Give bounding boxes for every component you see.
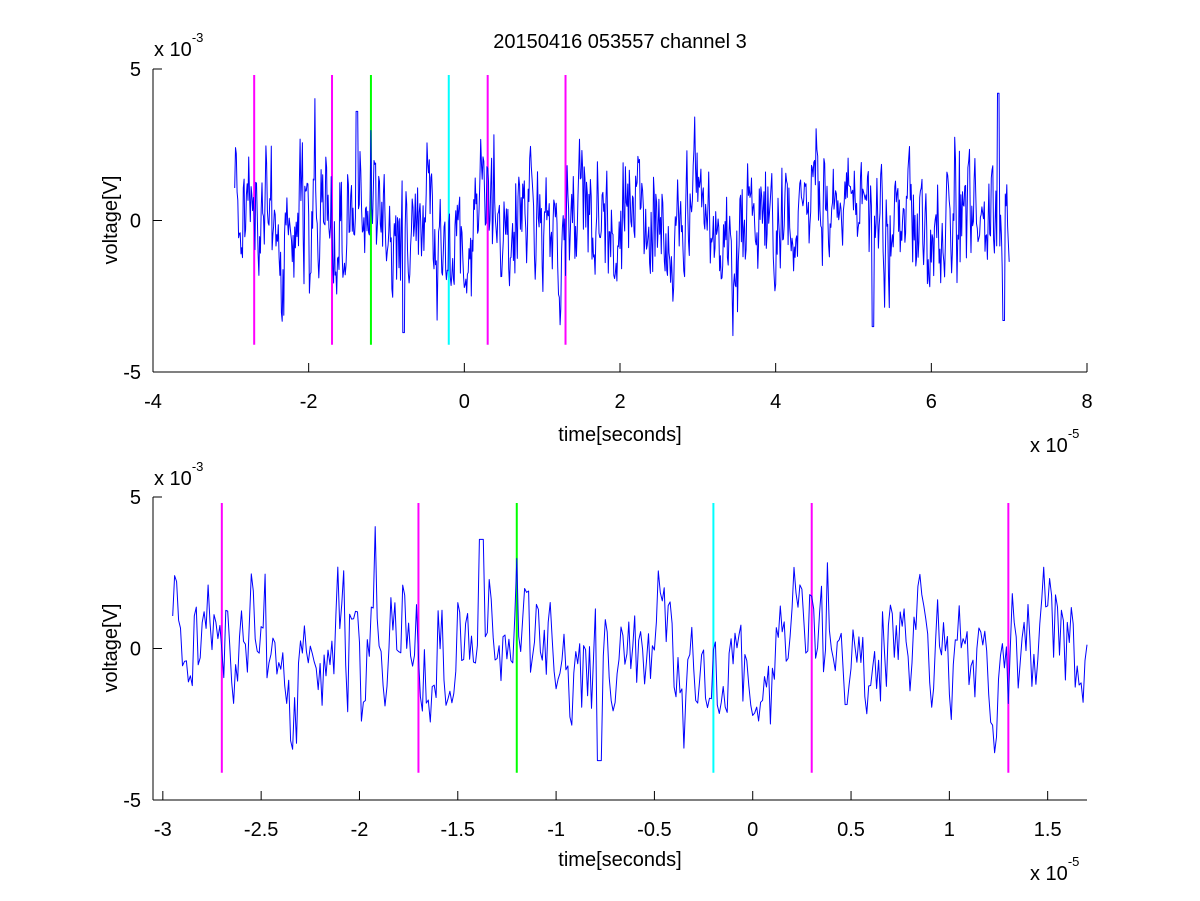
x-tick-label: 1 — [944, 819, 955, 841]
x-tick-label: -4 — [144, 391, 162, 413]
y-tick-label: -5 — [123, 362, 141, 384]
y-axis-label: voltage[V] — [100, 604, 122, 693]
x-tick-label: 8 — [1081, 391, 1092, 413]
x-tick-label: -2 — [300, 391, 318, 413]
y-tick-label: 0 — [130, 211, 141, 233]
x-tick-label: 2 — [614, 391, 625, 413]
x-axis-label: time[seconds] — [558, 424, 681, 446]
y-axis-label: voltage[V] — [100, 176, 122, 265]
x-axis-label: time[seconds] — [558, 849, 681, 871]
x-tick-label: 0 — [459, 391, 470, 413]
x-tick-label: -1.5 — [441, 819, 475, 841]
x-tick-label: -1 — [547, 819, 565, 841]
x-tick-label: 6 — [926, 391, 937, 413]
x-tick-label: 4 — [770, 391, 781, 413]
signal-line — [234, 92, 1010, 337]
x-tick-label: 0.5 — [837, 819, 865, 841]
x-axis-ticks: -4 -2 0 2 4 6 8 — [144, 363, 1093, 413]
x-tick-label: -3 — [154, 819, 172, 841]
y-tick-label: 0 — [130, 639, 141, 661]
bottom-plot: x 10-3 -3 -2.5 -2 -1.5 -1 -0.5 0 0.5 1 1.5 -505 t… — [100, 459, 1088, 885]
x-tick-label: 0 — [747, 819, 758, 841]
x-scale-label: x 10-5 — [1030, 854, 1079, 885]
x-tick-label: -0.5 — [637, 819, 671, 841]
y-scale-exponent: -3 — [192, 30, 204, 45]
x-scale-label: x 10-5 — [1030, 426, 1079, 457]
chart-title: 20150416 053557 channel 3 — [493, 31, 747, 53]
y-scale-base: x 10 — [154, 39, 192, 61]
y-axis-ticks: -5 0 5 — [123, 59, 162, 384]
y-tick-label: 5 — [130, 59, 141, 81]
signal-line — [172, 526, 1088, 762]
top-plot: 20150416 053557 channel 3 x 10-3 -4 -2 0 2 4… — [100, 30, 1093, 457]
x-axis-ticks: -3 -2.5 -2 -1.5 -1 -0.5 0 0.5 1 1.5 — [154, 791, 1062, 841]
x-tick-label: -2 — [351, 819, 369, 841]
marker-lines — [220, 503, 1010, 773]
x-tick-label: -2.5 — [244, 819, 278, 841]
y-scale-base: x 10 — [154, 468, 192, 490]
x-scale-exponent: -5 — [1068, 854, 1080, 869]
y-scale-label: x 10-3 — [154, 30, 203, 61]
x-scale-base: x 10 — [1030, 435, 1068, 457]
x-scale-exponent: -5 — [1068, 426, 1080, 441]
y-tick-label: -5 — [123, 790, 141, 812]
y-tick-label: 5 — [130, 487, 141, 509]
y-axis-ticks: -5 0 5 — [123, 487, 162, 812]
x-tick-label: 1.5 — [1034, 819, 1062, 841]
x-scale-base: x 10 — [1030, 863, 1068, 885]
y-scale-label: x 10-3 — [154, 459, 203, 490]
y-scale-exponent: -3 — [192, 459, 204, 474]
